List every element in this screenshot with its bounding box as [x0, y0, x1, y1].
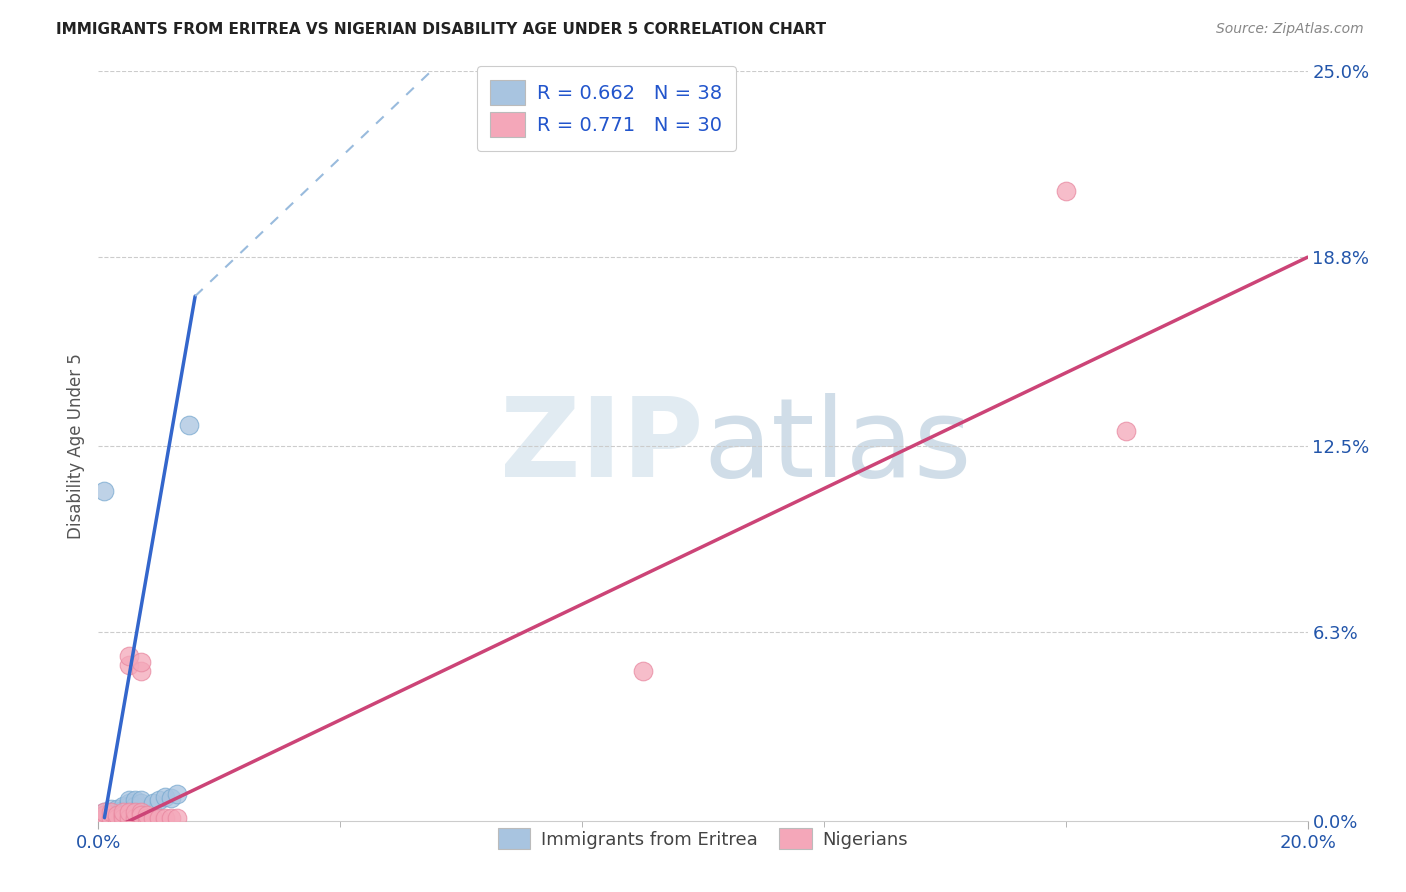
Point: [118, 648, 141, 663]
Point: [93, 811, 115, 825]
Point: [160, 811, 183, 825]
Point: [148, 811, 170, 825]
Point: [129, 796, 152, 810]
Point: [93, 807, 115, 822]
Point: [93, 483, 115, 498]
Point: [100, 807, 122, 822]
Point: [111, 807, 134, 822]
Point: [100, 805, 122, 819]
Point: [179, 417, 201, 432]
Point: [93, 805, 115, 819]
Legend: Immigrants from Eritrea, Nigerians: Immigrants from Eritrea, Nigerians: [491, 822, 915, 856]
Point: [111, 805, 134, 819]
Point: [118, 811, 141, 825]
Point: [100, 805, 122, 819]
Point: [118, 805, 141, 819]
Point: [100, 811, 122, 825]
Point: [93, 807, 115, 822]
Point: [631, 664, 654, 678]
Point: [100, 811, 122, 825]
Point: [142, 796, 165, 810]
Point: [1115, 424, 1137, 438]
Point: [135, 811, 157, 825]
Point: [105, 811, 128, 825]
Point: [93, 811, 115, 825]
Point: [129, 807, 152, 822]
Point: [93, 807, 115, 822]
Point: [135, 811, 157, 825]
Text: ZIP: ZIP: [499, 392, 703, 500]
Point: [118, 811, 141, 825]
Point: [118, 657, 141, 672]
Point: [124, 792, 146, 806]
Point: [118, 792, 141, 806]
Point: [153, 811, 176, 825]
Point: [93, 811, 115, 825]
Point: [118, 796, 141, 810]
Point: [105, 807, 128, 822]
Point: [129, 664, 152, 678]
Point: [129, 805, 152, 819]
Point: [105, 807, 128, 822]
Point: [105, 811, 128, 825]
Point: [118, 798, 141, 813]
Text: Source: ZipAtlas.com: Source: ZipAtlas.com: [1216, 22, 1364, 37]
Point: [105, 805, 128, 819]
Point: [166, 787, 188, 801]
Point: [111, 811, 134, 825]
Point: [111, 803, 134, 817]
Text: atlas: atlas: [703, 392, 972, 500]
Point: [148, 792, 170, 806]
Point: [105, 802, 128, 816]
Point: [100, 811, 122, 825]
Point: [111, 807, 134, 822]
Point: [105, 811, 128, 825]
Point: [129, 655, 152, 669]
Point: [142, 811, 165, 825]
Point: [160, 791, 183, 805]
Point: [124, 805, 146, 819]
Point: [100, 807, 122, 822]
Point: [153, 789, 176, 804]
Point: [166, 811, 188, 825]
Point: [1054, 184, 1077, 198]
Y-axis label: Disability Age Under 5: Disability Age Under 5: [66, 353, 84, 539]
Point: [129, 792, 152, 806]
Point: [135, 807, 157, 822]
Point: [124, 798, 146, 813]
Point: [93, 809, 115, 823]
Point: [111, 798, 134, 813]
Point: [93, 805, 115, 819]
Point: [111, 805, 134, 819]
Point: [135, 811, 157, 825]
Point: [100, 802, 122, 816]
Point: [124, 811, 146, 825]
Text: IMMIGRANTS FROM ERITREA VS NIGERIAN DISABILITY AGE UNDER 5 CORRELATION CHART: IMMIGRANTS FROM ERITREA VS NIGERIAN DISA…: [56, 22, 827, 37]
